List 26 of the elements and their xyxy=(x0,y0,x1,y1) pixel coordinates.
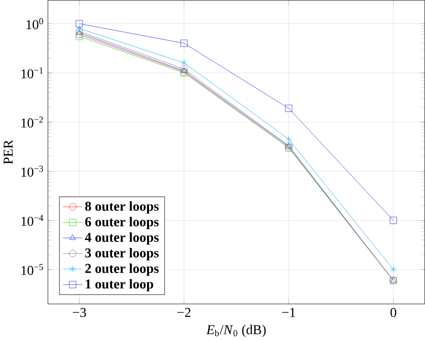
legend-label: 1 outer loop xyxy=(86,279,154,292)
point xyxy=(76,20,83,28)
x-tick-label: −2 xyxy=(178,308,190,317)
point xyxy=(180,59,188,67)
y-tick-label: 10$^{−4}$ xyxy=(22,215,44,226)
point xyxy=(286,136,292,143)
y-tick-label: 10$^{−5}$ xyxy=(22,264,44,276)
point xyxy=(390,216,397,224)
point xyxy=(390,266,397,274)
legend-label: 4 outer loops xyxy=(84,232,159,245)
legend-label: 6 outer loops xyxy=(85,216,159,230)
y-axis-title: PER xyxy=(4,140,13,164)
y-tick-label: 10$^{0}$ xyxy=(26,18,44,30)
x-axis-title: E$_{b}$/N$_{0}$ (dB) xyxy=(206,324,266,338)
point xyxy=(285,104,292,112)
y-tick-label: 10$^{−3}$ xyxy=(22,166,44,177)
point xyxy=(76,24,82,32)
point xyxy=(180,40,188,47)
x-tick-label: −1 xyxy=(282,308,296,317)
y-tick-label: 10$^{−1}$ xyxy=(22,68,43,78)
x-tick-label: −3 xyxy=(72,308,86,318)
y-tick-label: 10$^{−2}$ xyxy=(22,116,43,128)
legend-label: 8 outer loops xyxy=(85,201,159,214)
legend-label: 3 outer loops xyxy=(85,248,159,260)
x-tick-label: 0 xyxy=(390,308,396,318)
legend-label: 2 outer loops xyxy=(85,264,159,276)
